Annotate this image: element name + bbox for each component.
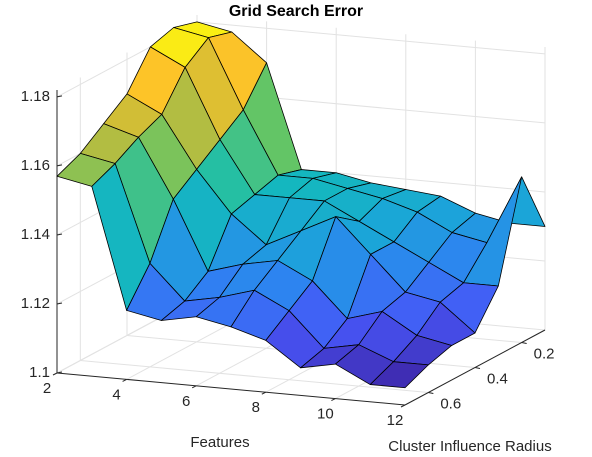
tick-mark bbox=[56, 233, 63, 236]
x-tick-label: 4 bbox=[112, 386, 120, 403]
tick-mark bbox=[428, 392, 434, 394]
axis-line bbox=[56, 372, 406, 406]
y-tick-label: 0.2 bbox=[534, 345, 555, 362]
tick-mark bbox=[56, 95, 63, 98]
z-tick-label: 1.16 bbox=[21, 157, 50, 174]
grid-line bbox=[196, 21, 546, 55]
x-tick-label: 6 bbox=[182, 393, 190, 410]
tick-mark bbox=[122, 378, 127, 382]
tick-mark bbox=[331, 398, 336, 402]
grid-line bbox=[80, 360, 429, 393]
y-tick-label: 0.4 bbox=[487, 370, 508, 387]
chart-title: Grid Search Error bbox=[229, 3, 363, 20]
x-tick-label: 8 bbox=[252, 399, 260, 416]
tick-mark bbox=[474, 367, 481, 369]
x-tick-label: 12 bbox=[387, 412, 404, 429]
y-tick-label: 0.6 bbox=[440, 395, 461, 412]
tick-mark bbox=[400, 404, 406, 408]
tick-mark bbox=[56, 371, 63, 374]
z-tick-label: 1.14 bbox=[21, 226, 50, 243]
tick-mark bbox=[191, 385, 197, 389]
x-tick-label: 10 bbox=[317, 406, 334, 423]
z-tick-label: 1.1 bbox=[29, 364, 50, 381]
tick-mark bbox=[521, 342, 527, 344]
x-axis-label: Features bbox=[190, 434, 249, 451]
tick-mark bbox=[56, 164, 63, 167]
surface-face bbox=[369, 361, 429, 389]
tick-mark bbox=[52, 372, 58, 376]
y-axis-label: Cluster Influence Radius bbox=[388, 438, 551, 455]
tick-mark bbox=[56, 302, 63, 305]
z-tick-label: 1.18 bbox=[21, 88, 50, 105]
x-tick-label: 2 bbox=[43, 380, 51, 397]
tick-mark bbox=[261, 391, 267, 395]
z-tick-label: 1.12 bbox=[21, 295, 50, 312]
